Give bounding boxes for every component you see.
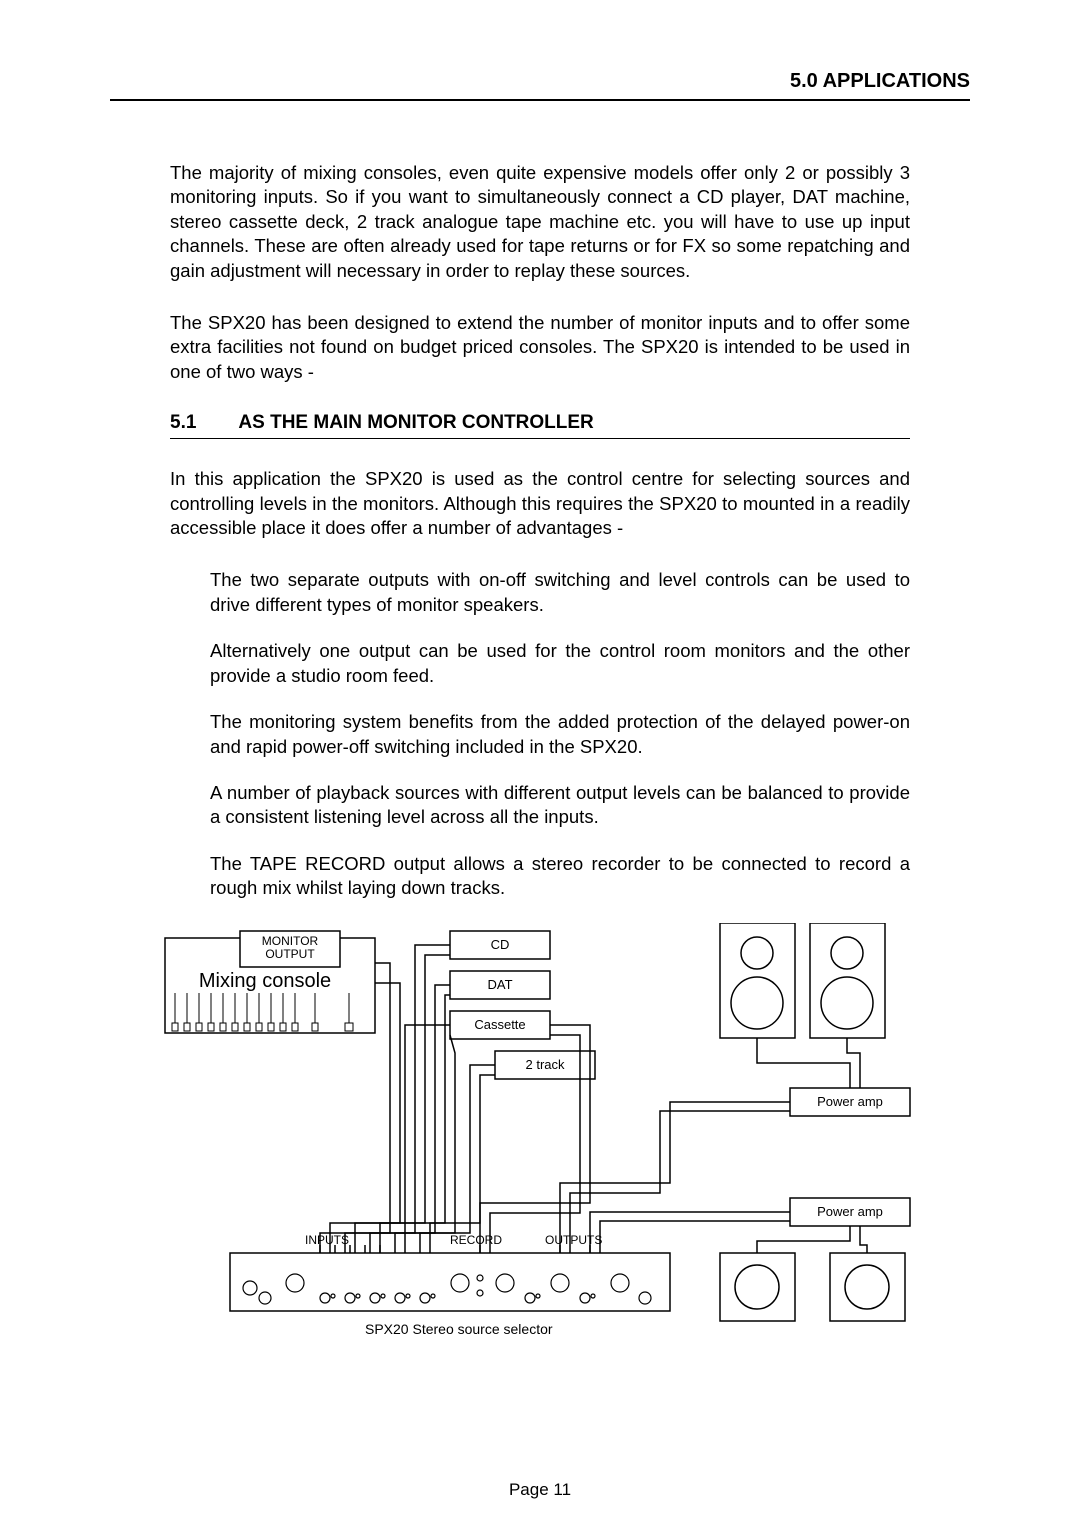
page-footer: Page 11 — [0, 1480, 1080, 1500]
label-record: RECORD — [450, 1233, 502, 1247]
page-header: 5.0 APPLICATIONS — [110, 70, 970, 101]
label-power-amp-2: Power amp — [790, 1204, 910, 1219]
label-cd: CD — [450, 937, 550, 952]
label-dat: DAT — [450, 977, 550, 992]
bullet-2: Alternatively one output can be used for… — [210, 639, 910, 688]
bullet-1: The two separate outputs with on-off swi… — [210, 568, 910, 617]
label-inputs: INPUTS — [305, 1233, 349, 1247]
paragraph-3: In this application the SPX20 is used as… — [170, 467, 910, 540]
bullet-3: The monitoring system benefits from the … — [210, 710, 910, 759]
bullet-4: A number of playback sources with differ… — [210, 781, 910, 830]
bullet-5: The TAPE RECORD output allows a stereo r… — [210, 852, 910, 901]
label-outputs: OUTPUTS — [545, 1233, 602, 1247]
section-title: AS THE MAIN MONITOR CONTROLLER — [238, 412, 593, 434]
diagram-caption: SPX20 Stereo source selector — [365, 1321, 553, 1337]
paragraph-1: The majority of mixing consoles, even qu… — [170, 161, 910, 283]
signal-flow-diagram: MONITOROUTPUT Mixing console CD DAT Cass… — [150, 923, 1010, 1343]
section-heading: 5.1 AS THE MAIN MONITOR CONTROLLER — [170, 412, 910, 439]
label-power-amp-1: Power amp — [790, 1094, 910, 1109]
label-cassette: Cassette — [450, 1017, 550, 1032]
section-number: 5.1 — [170, 412, 196, 434]
label-mixing-console: Mixing console — [170, 970, 360, 993]
label-monitor-output: MONITOROUTPUT — [240, 935, 340, 961]
label-2track: 2 track — [495, 1057, 595, 1072]
paragraph-2: The SPX20 has been designed to extend th… — [170, 311, 910, 384]
